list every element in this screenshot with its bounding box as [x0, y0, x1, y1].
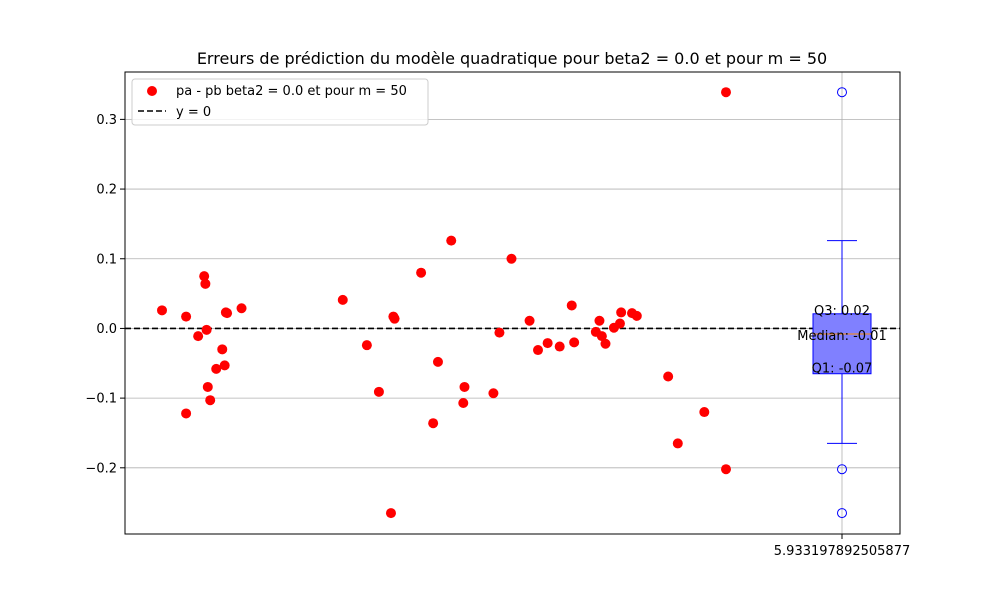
data-point — [594, 315, 605, 326]
legend-label-scatter: pa - pb beta2 = 0.0 et pour m = 50 — [176, 84, 407, 99]
data-point — [219, 360, 230, 371]
data-point — [199, 271, 210, 282]
data-point — [217, 344, 228, 355]
data-point — [616, 307, 627, 318]
data-point — [337, 294, 348, 305]
data-point — [663, 371, 674, 382]
y-tick-label: 0.2 — [96, 183, 117, 198]
data-point — [488, 388, 499, 399]
data-point — [428, 418, 439, 429]
data-point — [181, 311, 192, 322]
data-point — [202, 381, 213, 392]
legend-box — [131, 78, 429, 126]
x-tick-label: 5.933197892505877 — [774, 544, 910, 559]
data-point — [533, 345, 543, 356]
data-point — [699, 407, 710, 418]
data-point — [389, 313, 400, 324]
data-point — [524, 315, 535, 326]
data-point — [506, 253, 517, 264]
legend-label-line: y = 0 — [176, 105, 211, 120]
data-point — [416, 267, 427, 278]
data-point — [721, 87, 731, 98]
data-point — [596, 331, 607, 342]
grid-lines — [125, 72, 900, 534]
data-point — [211, 363, 222, 374]
data-point — [600, 338, 611, 349]
box-label-q3: Q3: 0.02 — [814, 304, 870, 319]
box-outlier — [837, 464, 847, 475]
box-label-q1: Q1: -0.07 — [812, 362, 873, 377]
data-point — [566, 300, 577, 311]
data-point — [554, 341, 565, 352]
data-point — [446, 235, 457, 246]
box-label-median: Median: -0.01 — [797, 329, 886, 344]
data-point — [236, 303, 247, 314]
y-tick-label: 0.1 — [96, 252, 117, 267]
boxplot: Q3: 0.02 Median: -0.01 Q1: -0.07 — [797, 87, 887, 519]
box-outlier — [837, 508, 847, 519]
box-outlier — [837, 87, 847, 98]
data-point — [361, 340, 372, 351]
data-point — [721, 464, 731, 475]
x-axis: 5.933197892505877 — [774, 534, 910, 559]
data-point — [373, 386, 384, 397]
data-point — [542, 338, 553, 349]
data-point — [181, 408, 192, 419]
data-point — [201, 324, 212, 335]
box-body — [812, 313, 872, 375]
y-tick-label: 0.0 — [96, 322, 117, 337]
data-point — [157, 305, 167, 316]
legend: pa - pb beta2 = 0.0 et pour m = 50 y = 0 — [131, 78, 429, 126]
plot-frame — [124, 71, 901, 535]
y-tick-label: −0.1 — [85, 392, 117, 407]
data-point — [193, 331, 204, 342]
legend-marker-scatter — [147, 86, 157, 96]
y-tick-label: −0.2 — [85, 461, 117, 476]
data-point — [205, 395, 216, 406]
y-axis: −0.2 −0.1 0.0 0.1 0.2 0.3 — [85, 113, 125, 476]
data-point — [494, 327, 505, 338]
chart-title: Erreurs de prédiction du modèle quadrati… — [197, 49, 827, 68]
data-point — [385, 508, 396, 519]
scatter-points — [157, 87, 731, 519]
data-point — [459, 381, 470, 392]
data-point — [222, 308, 233, 319]
data-point — [672, 438, 683, 449]
y-tick-label: 0.3 — [96, 113, 117, 128]
data-point — [631, 310, 642, 321]
data-point — [200, 278, 211, 289]
data-point — [432, 356, 443, 367]
data-point — [458, 397, 469, 408]
data-point — [569, 337, 580, 348]
data-point — [614, 318, 625, 329]
